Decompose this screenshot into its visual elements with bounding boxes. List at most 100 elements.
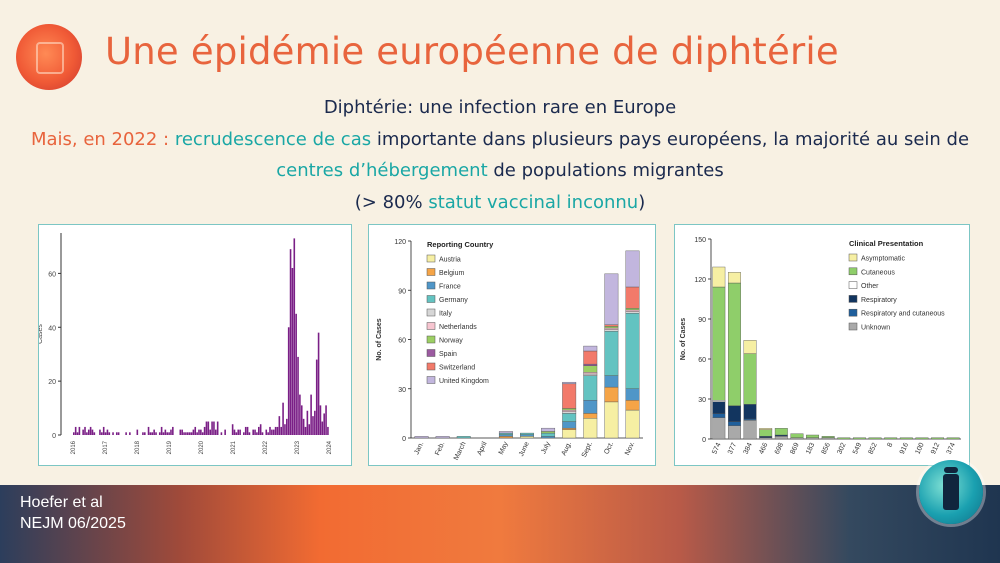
x-tick-label: 183 [805,442,816,456]
chart-panel-timeline: 0 20 40 60 Cases 2016 2017 2018 2019 2020 2021 2022… [38,224,352,466]
bar [246,426,249,435]
stack-segment [727,405,741,422]
bar [198,429,200,435]
stack-segment [498,432,513,435]
y-tick-label: 0 [52,433,56,440]
legend-swatch [426,376,436,384]
bar [185,432,187,435]
bar [172,426,174,435]
bar [299,394,301,435]
legend-label: Respiratory [861,297,897,304]
badge-dot-icon [944,467,958,473]
legend-swatch [426,268,436,276]
y-tick-label: 90 [698,317,706,324]
bar [179,429,182,435]
stack-segment [562,421,577,429]
line4-prefix: (> 80% [354,192,429,213]
bar [149,432,152,435]
x-tick-label: 856 [821,442,832,456]
x-tick-label: Sept. [581,441,594,459]
legend-label: Netherlands [439,324,477,331]
bar [312,416,314,435]
stack-segment [583,413,598,419]
bar [272,429,275,435]
bar [319,405,322,435]
stack-segment [743,353,757,405]
bar [162,432,165,435]
legend-swatch [848,295,858,303]
legend-swatch [426,281,436,290]
stack-segment [541,431,556,434]
legend-label: Respiratory and cutaneous [861,311,945,318]
y-axis-label: No. of Cases [680,318,687,361]
bar [295,313,297,435]
bar [164,429,167,435]
bar [259,424,262,435]
stack-segment [727,282,741,406]
stack-segment [790,433,804,438]
bar [256,432,258,435]
stack-segment [604,324,619,327]
bar [325,405,327,435]
stack-segment [625,308,640,311]
stack-segment [712,417,726,440]
bar [112,432,114,435]
brand-logo [16,24,82,90]
stack-segment [583,400,598,414]
stack-segment [562,408,577,411]
x-tick-label: 2021 [231,440,237,454]
y-tick-label: 60 [698,357,706,364]
stack-segment [759,428,773,430]
legend-swatch [848,281,858,289]
stack-segment [583,365,598,373]
y-tick-label: 120 [694,277,706,284]
x-tick-label: 466 [758,442,769,456]
bar [282,402,284,435]
stack-segment [625,286,640,309]
bar [104,432,107,435]
bar [153,429,155,435]
y-axis-label: No. of Cases [376,318,383,361]
bar [237,429,240,435]
stack-segment [583,345,598,352]
bar [158,432,161,435]
legend-swatch [426,308,436,317]
stack-segment [562,427,577,430]
y-tick-label: 90 [398,288,406,295]
stack-segment [946,437,960,440]
legend-label: France [439,284,461,291]
bar [136,429,139,435]
x-tick-label: Aug. [561,441,573,457]
x-tick-label: 2020 [199,440,205,454]
x-tick-label: Oct. [603,441,615,456]
bar [315,359,318,435]
bar [233,429,236,435]
legend-label: Asymptomatic [861,256,905,263]
stack-segment [604,327,619,330]
legend-swatch [426,335,436,344]
stack-segment [743,340,757,354]
y-tick-label: 0 [702,437,706,444]
stack-segment [712,266,726,288]
legend-label: Austria [439,257,461,264]
bar [73,432,75,435]
bar [321,421,324,435]
x-tick-label: 698 [774,442,785,456]
subtitle-line-4: (> 80% statut vaccinal inconnu) [0,192,1000,213]
bar [231,424,234,435]
stack-segment [625,311,640,314]
bar [194,426,197,435]
bar [93,432,96,435]
stack-segment [712,401,726,414]
x-tick-label: 852 [868,442,879,456]
bar [99,429,101,435]
bar [87,429,90,435]
bar [170,429,172,435]
stack-segment [931,437,945,440]
stack-segment [583,375,598,401]
stack-segment [604,375,619,388]
bar [190,432,193,435]
stack-segment [456,436,471,439]
stack-segment [562,413,577,422]
x-tick-label: 574 [711,442,722,456]
